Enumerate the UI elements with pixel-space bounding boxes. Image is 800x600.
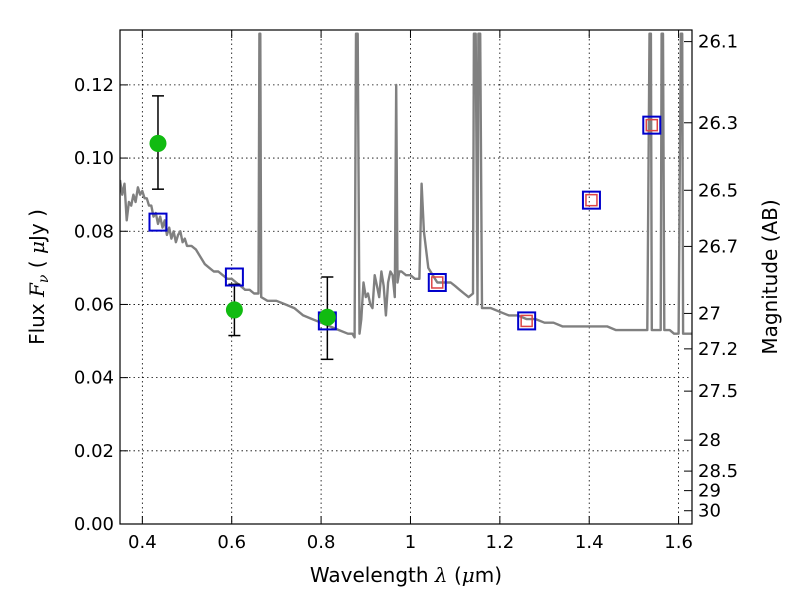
x-axis-title: Wavelength λ (μm) — [310, 563, 502, 587]
y-axis-title: Flux Fν ( μJy ) — [25, 209, 52, 345]
y2-tick-label: 27.2 — [698, 339, 738, 360]
observed-point — [318, 308, 336, 326]
y-tick-label: 0.12 — [74, 75, 114, 96]
y-tick-label: 0.10 — [74, 148, 114, 169]
y2-tick-label: 26.5 — [698, 180, 738, 201]
predicted-photometry-marker — [520, 314, 533, 328]
y-tick-label: 0.06 — [74, 294, 114, 315]
x-tick-label: 0.4 — [128, 532, 157, 553]
x-tick-label: 1.4 — [575, 532, 604, 553]
predicted-photometry-marker — [585, 193, 598, 207]
axis-ticks: 0.4 0.6 0.8 1 1.2 1.4 1.6 0.00 0.02 0.04 0.06 0.08 0… — [74, 30, 738, 553]
sed-model-line — [120, 32, 692, 339]
x-tick-label: 1.2 — [486, 532, 515, 553]
y2-tick-label: 28 — [698, 430, 721, 451]
model-photometry-marker — [642, 115, 662, 135]
predicted-photometry-marker — [645, 118, 659, 132]
predicted-photometry-marker — [431, 276, 444, 289]
photometry-markers — [148, 115, 662, 331]
model-photometry-marker — [148, 212, 168, 232]
model-photometry-marker — [427, 272, 447, 292]
y2-tick-label: 29 — [698, 481, 721, 502]
y2-tick-label: 28.5 — [698, 461, 738, 482]
error-bars — [151, 95, 334, 361]
y2-axis-title: Magnitude (AB) — [758, 199, 782, 354]
y-tick-label: 0.02 — [74, 441, 114, 462]
x-tick-label: 1 — [405, 532, 416, 553]
y2-tick-label: 27.5 — [698, 381, 738, 402]
y2-tick-label: 27 — [698, 303, 721, 324]
x-tick-label: 0.6 — [217, 532, 246, 553]
sed-model-curve — [120, 32, 692, 339]
observed-point — [225, 301, 243, 319]
y-tick-label: 0.04 — [74, 368, 114, 389]
grid — [120, 30, 692, 525]
y2-tick-label: 26.3 — [698, 113, 738, 134]
x-tick-label: 1.6 — [664, 532, 693, 553]
x-tick-label: 0.8 — [307, 532, 336, 553]
plot-frame — [119, 29, 693, 525]
model-photometry-marker — [224, 267, 244, 287]
y-tick-label: 0.08 — [74, 221, 114, 242]
model-photometry-marker — [517, 311, 537, 331]
y2-tick-label: 26.1 — [698, 32, 738, 53]
observed-point — [149, 134, 167, 152]
y-tick-label: 0.00 — [74, 514, 114, 535]
y2-tick-label: 26.7 — [698, 236, 738, 257]
y2-tick-label: 30 — [698, 501, 721, 522]
model-photometry-marker — [581, 190, 601, 210]
